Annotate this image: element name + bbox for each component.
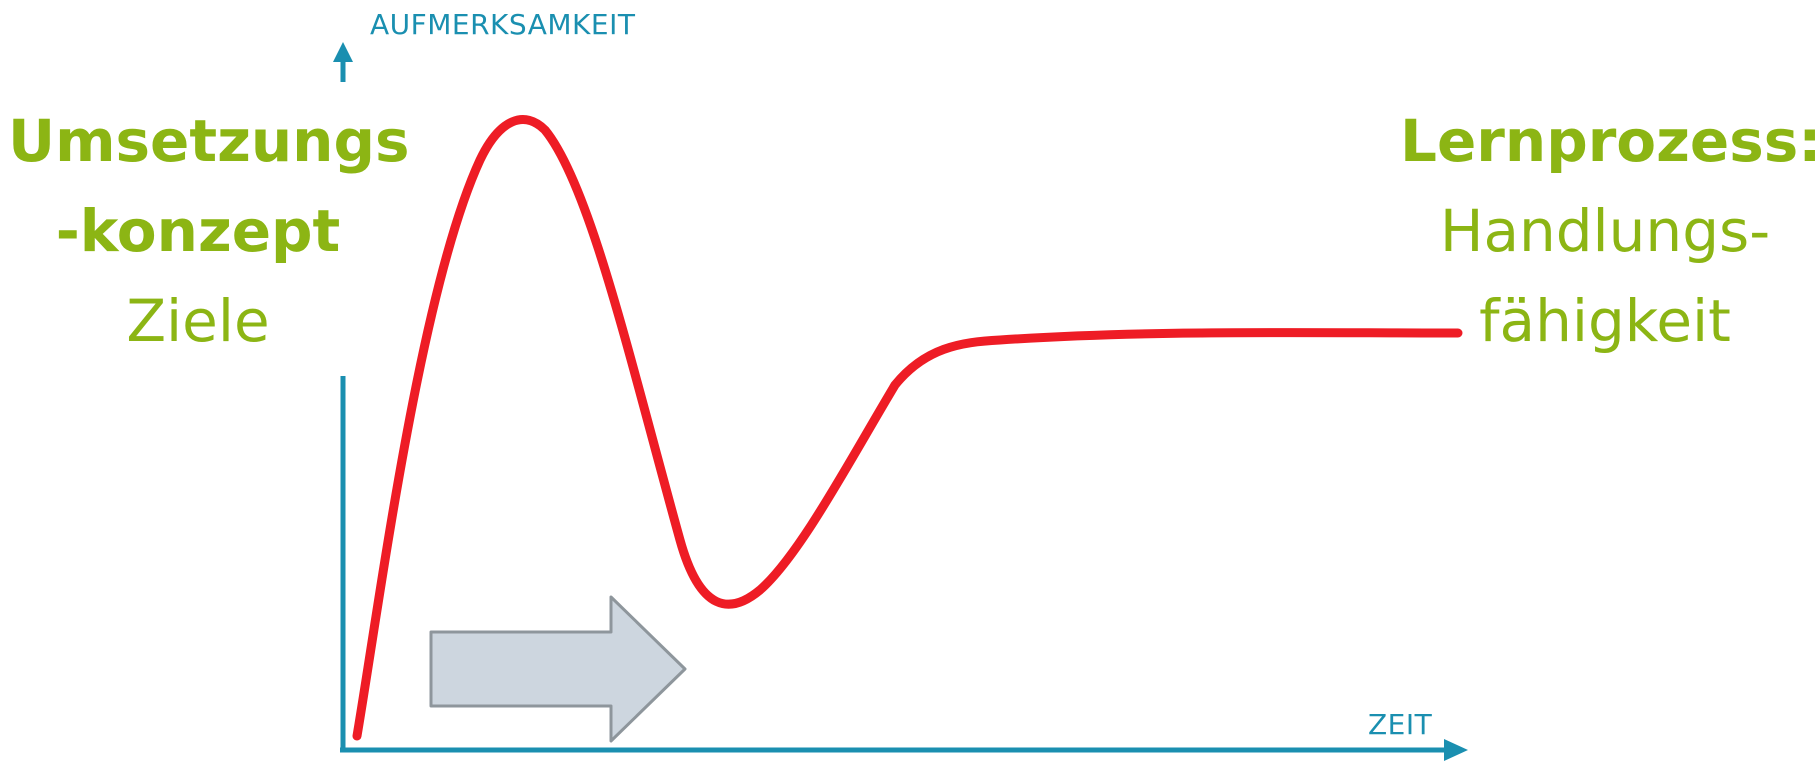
right-arrow-icon xyxy=(429,595,687,743)
x-axis-arrowhead-icon xyxy=(1444,739,1468,761)
left-heading-line1: Umsetzungs xyxy=(8,107,410,175)
y-axis-arrowhead-icon xyxy=(333,42,353,62)
y-axis-label: AUFMERKSAMKEIT xyxy=(370,8,636,41)
x-axis-label: ZEIT xyxy=(1368,708,1433,741)
left-heading-line2: -konzept xyxy=(55,197,341,265)
right-subtitle-line1: Handlungs- xyxy=(1439,197,1771,265)
hype-curve xyxy=(352,115,1463,741)
right-heading: Lernprozess: xyxy=(1400,107,1816,175)
left-subtitle: Ziele xyxy=(126,287,270,355)
right-subtitle-line2: fähigkeit xyxy=(1479,287,1731,355)
